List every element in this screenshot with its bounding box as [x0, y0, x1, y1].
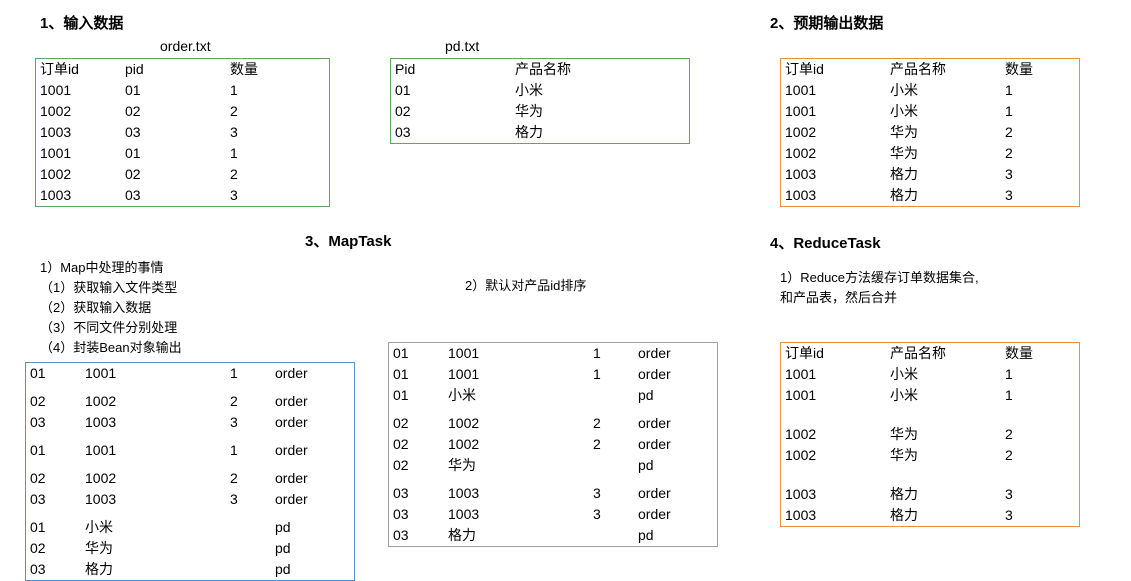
table-header-row: 订单id 产品名称 数量 — [781, 59, 1079, 80]
table-row: 03格力pd — [389, 525, 717, 546]
table-row: 03格力pd — [26, 559, 354, 580]
map-desc-line: （1）获取输入文件类型 — [40, 278, 340, 298]
table-row: 1003033 — [36, 122, 329, 143]
order-file-label: order.txt — [160, 38, 211, 54]
table-row: 0110011order — [389, 343, 717, 364]
table-row: 0110011order — [26, 440, 354, 461]
table-row: 1002022 — [36, 164, 329, 185]
table-row: 0210022order — [26, 391, 354, 412]
table-row: 1001小米1 — [781, 364, 1079, 385]
table-row: 1003033 — [36, 185, 329, 206]
section1-title: 1、输入数据 — [40, 12, 123, 33]
table-header-row: 订单id pid 数量 — [36, 59, 329, 80]
table-row: 01小米 — [391, 80, 689, 101]
table-row: 0310033order — [26, 489, 354, 510]
pd-file-label: pd.txt — [445, 38, 479, 54]
th-orderid: 订单id — [36, 59, 121, 80]
table-row: 0310033order — [389, 504, 717, 525]
table-header-row: 订单id 产品名称 数量 — [781, 343, 1079, 364]
table-row: 03格力 — [391, 122, 689, 143]
map-desc-line: （3）不同文件分别处理 — [40, 318, 340, 338]
th-qty3: 数量 — [1001, 343, 1079, 364]
table-row: 0110011order — [389, 364, 717, 385]
table-row: 1002华为2 — [781, 445, 1079, 466]
map-desc-title: 1）Map中处理的事情 — [40, 258, 340, 278]
th-prodname: 产品名称 — [886, 59, 1001, 80]
table-row: 02华为 — [391, 101, 689, 122]
table-row: 01小米pd — [389, 385, 717, 406]
sorted-table: 0110011order 0110011order 01小米pd 0210022… — [388, 342, 718, 547]
th-qty2: 数量 — [1001, 59, 1079, 80]
order-table: 订单id pid 数量 1001011 1002022 1003033 1001… — [35, 58, 330, 207]
th-prodname2: 产品名称 — [886, 343, 1001, 364]
expected-output-table: 订单id 产品名称 数量 1001小米1 1001小米1 1002华为2 100… — [780, 58, 1080, 207]
table-row: 0210022order — [389, 434, 717, 455]
table-header-row: Pid 产品名称 — [391, 59, 689, 80]
table-row: 1003格力3 — [781, 185, 1079, 206]
table-row: 1002022 — [36, 101, 329, 122]
map-desc-block: 1）Map中处理的事情 （1）获取输入文件类型 （2）获取输入数据 （3）不同文… — [40, 258, 340, 358]
reduce-desc-block: 1）Reduce方法缓存订单数据集合, 和产品表，然后合并 — [780, 268, 1100, 308]
table-row: 1001011 — [36, 80, 329, 101]
table-row: 0310033order — [389, 483, 717, 504]
th-qty: 数量 — [226, 59, 329, 80]
table-row: 1003格力3 — [781, 484, 1079, 505]
section3-title: 3、MapTask — [305, 230, 391, 251]
table-row: 1003格力3 — [781, 164, 1079, 185]
map-desc-line: （2）获取输入数据 — [40, 298, 340, 318]
reduce-output-table: 订单id 产品名称 数量 1001小米1 1001小米1 1002华为2 100… — [780, 342, 1080, 527]
table-row: 0310033order — [26, 412, 354, 433]
table-row: 1001小米1 — [781, 385, 1079, 406]
th-pid2: Pid — [391, 59, 511, 80]
table-row: 02华为pd — [389, 455, 717, 476]
table-row: 1002华为2 — [781, 424, 1079, 445]
th-orderid3: 订单id — [781, 343, 886, 364]
sort-desc: 2）默认对产品id排序 — [465, 276, 586, 296]
table-row: 1002华为2 — [781, 122, 1079, 143]
table-row: 01小米pd — [26, 517, 354, 538]
table-row: 02华为pd — [26, 538, 354, 559]
table-row: 1001011 — [36, 143, 329, 164]
th-orderid2: 订单id — [781, 59, 886, 80]
section2-title: 2、预期输出数据 — [770, 12, 883, 33]
table-row: 1003格力3 — [781, 505, 1079, 526]
table-row: 1001小米1 — [781, 80, 1079, 101]
reduce-desc-line2: 和产品表，然后合并 — [780, 288, 1100, 308]
table-row: 0110011order — [26, 363, 354, 384]
pd-table: Pid 产品名称 01小米 02华为 03格力 — [390, 58, 690, 144]
map-output-table: 0110011order 0210022order 0310033order 0… — [25, 362, 355, 581]
table-row: 1001小米1 — [781, 101, 1079, 122]
th-pid: pid — [121, 59, 226, 80]
table-row: 1002华为2 — [781, 143, 1079, 164]
table-row: 0210022order — [389, 413, 717, 434]
section4-title: 4、ReduceTask — [770, 232, 881, 253]
reduce-desc-line1: 1）Reduce方法缓存订单数据集合, — [780, 268, 1100, 288]
table-row: 0210022order — [26, 468, 354, 489]
map-desc-line: （4）封装Bean对象输出 — [40, 338, 340, 358]
th-name: 产品名称 — [511, 59, 689, 80]
